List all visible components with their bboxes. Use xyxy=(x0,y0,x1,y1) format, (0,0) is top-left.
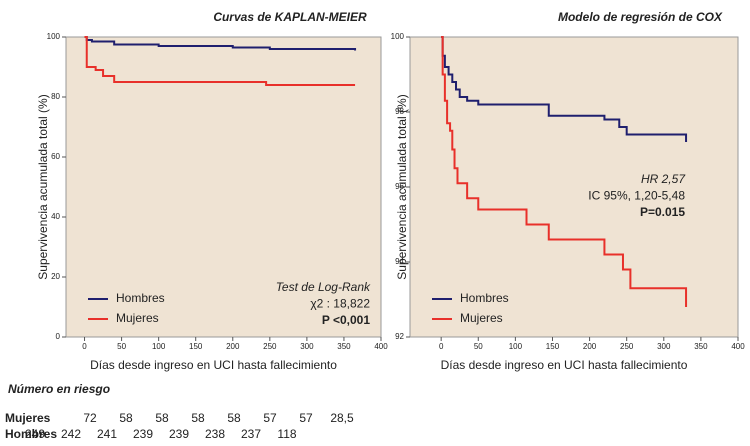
risk-value: 118 xyxy=(277,427,296,441)
legend-label: Mujeres xyxy=(460,311,503,325)
risk-value: 58 xyxy=(155,411,169,425)
x-tick-label: 150 xyxy=(546,342,560,351)
risk-value: 58 xyxy=(227,411,241,425)
risk-value: 242 xyxy=(61,427,81,441)
x-tick-label: 150 xyxy=(189,342,203,351)
y-tick-label: 92 xyxy=(395,332,404,341)
y-tick-label: 100 xyxy=(391,32,405,41)
x-tick-label: 300 xyxy=(657,342,671,351)
plot-area xyxy=(409,36,739,338)
x-tick-label: 400 xyxy=(374,342,388,351)
survival-line xyxy=(441,36,688,307)
annotation: χ2 : 18,822 xyxy=(310,297,370,311)
y-tick-label: 60 xyxy=(51,152,60,161)
x-tick-label: 50 xyxy=(474,342,483,351)
x-tick-label: 0 xyxy=(439,342,444,351)
x-tick-label: 300 xyxy=(300,342,314,351)
y-tick-label: 40 xyxy=(51,212,60,221)
legend-label: Hombres xyxy=(116,291,165,305)
annotation: Test de Log-Rank xyxy=(276,280,371,294)
x-tick-label: 250 xyxy=(263,342,277,351)
legend-label: Hombres xyxy=(460,291,509,305)
risk-row-label: Hombres xyxy=(5,427,57,441)
annotation: HR 2,57 xyxy=(641,172,686,186)
y-tick-label: 96 xyxy=(395,182,404,191)
annotation: IC 95%, 1,20-5,48 xyxy=(588,189,685,203)
risk-value: 239 xyxy=(169,427,189,441)
survival-line xyxy=(84,36,356,86)
risk-value: 241 xyxy=(97,427,117,441)
x-tick-label: 250 xyxy=(620,342,634,351)
x-tick-label: 400 xyxy=(731,342,745,351)
chart-title: Curvas de KAPLAN-MEIER xyxy=(213,10,367,24)
x-tick-label: 100 xyxy=(152,342,166,351)
chart-title: Modelo de regresión de COX xyxy=(558,10,723,24)
risk-value: 237 xyxy=(241,427,261,441)
x-tick-label: 0 xyxy=(82,342,87,351)
x-tick-label: 50 xyxy=(117,342,126,351)
x-axis-label: Días desde ingreso en UCI hasta fallecim… xyxy=(441,358,688,372)
x-axis-label: Días desde ingreso en UCI hasta fallecim… xyxy=(90,358,337,372)
risk-title: Número en riesgo xyxy=(8,382,110,396)
risk-row-label: Mujeres xyxy=(5,411,51,425)
risk-value: 238 xyxy=(205,427,225,441)
survival-line xyxy=(441,36,688,142)
y-axis-label: Supervivencia acumulada total (%) xyxy=(36,94,50,279)
survival-line xyxy=(84,36,357,51)
annotation: P <0,001 xyxy=(322,313,370,327)
risk-value: 72 xyxy=(83,411,97,425)
annotation: P=0.015 xyxy=(640,205,685,219)
x-tick-label: 100 xyxy=(509,342,523,351)
y-tick-label: 100 xyxy=(47,32,61,41)
risk-value: 57 xyxy=(263,411,277,425)
y-tick-label: 98 xyxy=(395,107,404,116)
x-tick-label: 350 xyxy=(694,342,708,351)
plot-area xyxy=(65,36,382,338)
x-tick-label: 200 xyxy=(226,342,240,351)
risk-value: 57 xyxy=(299,411,313,425)
y-tick-label: 94 xyxy=(395,257,404,266)
y-tick-label: 0 xyxy=(56,332,61,341)
risk-value: 28,5 xyxy=(330,411,354,425)
x-tick-label: 350 xyxy=(337,342,351,351)
risk-value: 239 xyxy=(133,427,153,441)
y-tick-label: 20 xyxy=(51,272,60,281)
risk-value: 58 xyxy=(191,411,205,425)
x-tick-label: 200 xyxy=(583,342,597,351)
risk-value: 249 xyxy=(25,427,45,441)
y-tick-label: 80 xyxy=(51,92,60,101)
y-axis-label: Supervivencia acumulada total (%) xyxy=(395,94,409,279)
risk-value: 58 xyxy=(119,411,133,425)
legend-label: Mujeres xyxy=(116,311,159,325)
